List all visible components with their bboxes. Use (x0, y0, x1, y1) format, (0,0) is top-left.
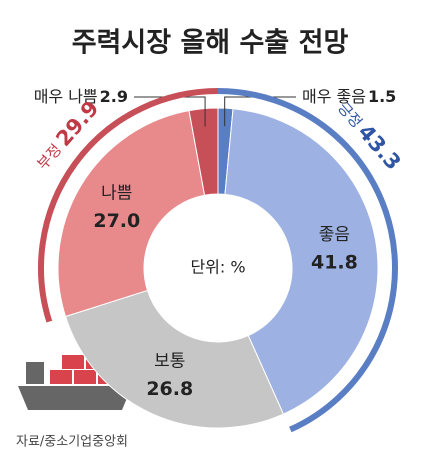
segment-value: 26.8 (146, 378, 193, 400)
group-name: 부정 (33, 140, 65, 173)
group-label: 부정29.9 (30, 96, 103, 175)
center-label: 단위: % (190, 258, 245, 277)
segment-label: 매우 나쁨 2.9 (34, 87, 128, 106)
segment-name: 매우 나쁨 (34, 87, 98, 106)
segment-name: 좋음 (319, 225, 350, 245)
segment-label: 매우 좋음 1.5 (302, 87, 396, 106)
segment-value: 1.5 (368, 87, 396, 106)
group-arc (38, 88, 219, 323)
segment-value: 41.8 (311, 251, 358, 273)
group-arc (217, 88, 398, 433)
donut-hole (144, 194, 292, 342)
group-label: 긍정43.3 (332, 96, 405, 175)
segment-value: 2.9 (100, 87, 128, 106)
chart-title: 주력시장 올해 수출 전망 (72, 28, 349, 59)
segment-name: 나쁨 (101, 183, 132, 203)
ship-icon (18, 355, 132, 410)
source: 자료/중소기업중앙회 (16, 435, 128, 450)
segment-name: 보통 (154, 352, 185, 372)
leader-line (134, 96, 206, 127)
segment-name: 매우 좋음 (302, 87, 366, 106)
segment-value: 27.0 (93, 210, 140, 232)
